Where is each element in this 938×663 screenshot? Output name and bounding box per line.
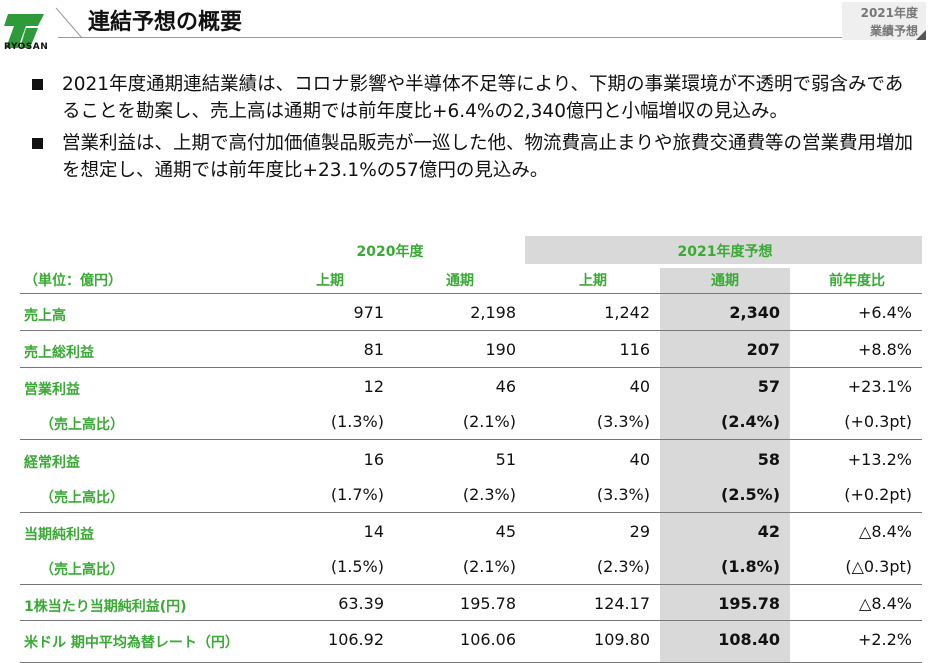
- row-label: 営業利益: [24, 382, 80, 398]
- table-cell: +2.2%: [857, 630, 912, 649]
- col-header: 通期: [711, 273, 739, 289]
- table-rule: [20, 620, 922, 621]
- table-cell: (2.3%): [462, 485, 516, 504]
- table-cell: △8.4%: [859, 594, 912, 613]
- group-header-2020: 2020年度: [356, 244, 424, 260]
- table-cell: 42: [757, 522, 780, 541]
- table-cell: +13.2%: [847, 450, 912, 469]
- bullet-square-icon: [32, 79, 43, 90]
- col-header: 通期: [446, 273, 474, 289]
- table-cell: +6.4%: [857, 303, 912, 322]
- table-cell: 57: [757, 377, 780, 396]
- table-cell: (3.3%): [596, 485, 650, 504]
- table-cell: 40: [629, 450, 650, 469]
- table-cell: 46: [495, 377, 516, 396]
- bullet-square-icon: [32, 138, 43, 149]
- col-header: 上期: [579, 273, 607, 289]
- table-cell: 1,242: [604, 303, 650, 322]
- table-cell: (2.4%): [721, 412, 780, 431]
- table-cell: 207: [746, 340, 780, 359]
- table-cell: 195.78: [460, 594, 516, 613]
- logo-text: RYOSAN: [4, 42, 49, 52]
- forecast-header-shade: [525, 236, 922, 264]
- table-cell: (1.5%): [330, 557, 384, 576]
- table-cell: 14: [363, 522, 384, 541]
- summary-bullets: 2021年度通期連結業績は、コロナ影響や半導体不足等により、下期の事業環境が不透…: [30, 71, 920, 189]
- table-cell: (1.7%): [330, 485, 384, 504]
- table-rule: [20, 367, 922, 368]
- table-rule: [20, 439, 922, 440]
- table-cell: 106.06: [460, 630, 516, 649]
- bullet-text: 2021年度通期連結業績は、コロナ影響や半導体不足等により、下期の事業環境が不透…: [62, 74, 904, 122]
- table-cell: 106.92: [328, 630, 384, 649]
- table-cell: (2.3%): [596, 557, 650, 576]
- row-label: （売上高比）: [40, 490, 124, 506]
- badge-corner: [916, 30, 926, 40]
- table-cell: 12: [363, 377, 384, 396]
- header-rule: [58, 37, 918, 38]
- table-cell: 58: [757, 450, 780, 469]
- table-cell: 190: [485, 340, 516, 359]
- row-label: （売上高比）: [40, 417, 124, 433]
- table-cell: 45: [495, 522, 516, 541]
- table-rule: [20, 293, 922, 294]
- bullet-item: 営業利益は、上期で高付加価値製品販売が一巡した他、物流費高止まりや旅費交通費等の…: [30, 130, 920, 184]
- badge-label: 業績予想: [869, 24, 918, 38]
- ryosan-logo: [4, 14, 44, 48]
- table-cell: 51: [495, 450, 516, 469]
- table-cell: 109.80: [594, 630, 650, 649]
- group-header-2021: 2021年度予想: [677, 244, 773, 260]
- table-rule: [20, 512, 922, 513]
- row-label: 米ドル 期中平均為替レート（円）: [24, 635, 239, 651]
- table-cell: 40: [629, 377, 650, 396]
- table-cell: (+0.3pt): [844, 412, 912, 431]
- table-cell: 124.17: [594, 594, 650, 613]
- table-cell: 195.78: [718, 594, 780, 613]
- row-label: 経常利益: [24, 455, 80, 471]
- col-header: 上期: [316, 273, 344, 289]
- table-cell: 108.40: [718, 630, 780, 649]
- badge-year: 2021年度: [860, 6, 918, 20]
- bullet-item: 2021年度通期連結業績は、コロナ影響や半導体不足等により、下期の事業環境が不透…: [30, 71, 920, 125]
- table-rule: [20, 584, 922, 585]
- table-cell: (3.3%): [596, 412, 650, 431]
- table-cell: +8.8%: [857, 340, 912, 359]
- row-label: 1株当たり当期純利益(円): [24, 599, 187, 615]
- table-cell: (2.5%): [721, 485, 780, 504]
- col-header: 前年度比: [829, 273, 885, 289]
- forecast-badge: 2021年度 業績予想: [842, 2, 926, 40]
- row-label: 当期純利益: [24, 527, 94, 543]
- table-cell: 81: [363, 340, 384, 359]
- table-cell: 2,198: [470, 303, 516, 322]
- header-slash-decoration: [55, 7, 83, 39]
- row-label: （売上高比）: [40, 562, 124, 578]
- row-label: 売上高: [24, 308, 66, 324]
- table-cell: (1.8%): [721, 557, 780, 576]
- bullet-text: 営業利益は、上期で高付加価値製品販売が一巡した他、物流費高止まりや旅費交通費等の…: [62, 133, 914, 181]
- table-cell: (2.1%): [462, 412, 516, 431]
- table-rule: [20, 330, 922, 331]
- table-cell: 971: [353, 303, 384, 322]
- table-cell: (△0.3pt): [845, 557, 912, 576]
- table-cell: (2.1%): [462, 557, 516, 576]
- table-cell: △8.4%: [859, 522, 912, 541]
- table-cell: 16: [363, 450, 384, 469]
- highlight-column: [660, 268, 790, 663]
- table-cell: 2,340: [729, 303, 780, 322]
- table-cell: +23.1%: [847, 377, 912, 396]
- table-cell: (1.3%): [330, 412, 384, 431]
- table-cell: (+0.2pt): [844, 485, 912, 504]
- unit-label: （単位：億円）: [24, 273, 122, 289]
- page-title: 連結予想の概要: [88, 10, 243, 35]
- table-cell: 29: [629, 522, 650, 541]
- table-cell: 63.39: [338, 594, 384, 613]
- table-cell: 116: [619, 340, 650, 359]
- row-label: 売上総利益: [24, 345, 94, 361]
